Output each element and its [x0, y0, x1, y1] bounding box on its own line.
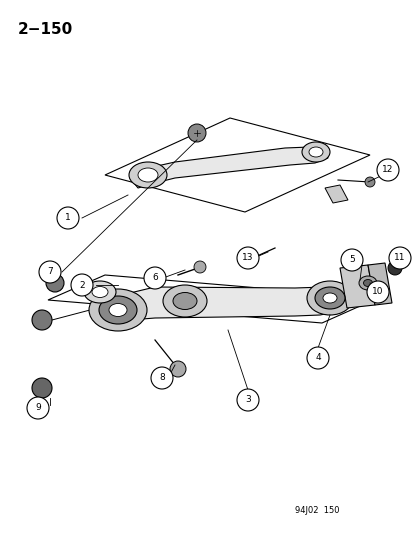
Circle shape [376, 159, 398, 181]
Polygon shape [324, 185, 347, 203]
Polygon shape [367, 263, 391, 305]
Text: 4: 4 [314, 353, 320, 362]
Text: 94J02  150: 94J02 150 [294, 506, 339, 515]
Text: 2: 2 [79, 280, 85, 289]
Text: 8: 8 [159, 374, 164, 383]
Ellipse shape [301, 142, 329, 162]
Ellipse shape [109, 303, 127, 317]
Text: 5: 5 [348, 255, 354, 264]
Circle shape [32, 310, 52, 330]
Polygon shape [339, 265, 374, 308]
Ellipse shape [129, 162, 166, 188]
Circle shape [170, 361, 185, 377]
Ellipse shape [138, 168, 158, 182]
Text: 1: 1 [65, 214, 71, 222]
Circle shape [144, 267, 166, 289]
Ellipse shape [84, 281, 116, 303]
Ellipse shape [308, 147, 322, 157]
Circle shape [387, 261, 401, 275]
Text: 6: 6 [152, 273, 157, 282]
Ellipse shape [173, 293, 197, 310]
Circle shape [366, 281, 388, 303]
Ellipse shape [306, 281, 352, 315]
Text: 7: 7 [47, 268, 53, 277]
Polygon shape [95, 287, 351, 325]
Circle shape [245, 252, 257, 264]
Text: 2−150: 2−150 [18, 22, 73, 37]
Text: 12: 12 [381, 166, 393, 174]
Text: 3: 3 [244, 395, 250, 405]
Text: 11: 11 [393, 254, 405, 262]
Circle shape [364, 177, 374, 187]
Circle shape [188, 124, 206, 142]
Circle shape [46, 274, 64, 292]
Circle shape [151, 367, 173, 389]
Circle shape [71, 274, 93, 296]
Circle shape [194, 261, 206, 273]
Text: 13: 13 [242, 254, 253, 262]
Ellipse shape [322, 293, 336, 303]
Circle shape [39, 261, 61, 283]
Circle shape [306, 347, 328, 369]
Circle shape [57, 207, 79, 229]
Circle shape [340, 249, 362, 271]
Ellipse shape [363, 279, 372, 287]
Circle shape [27, 397, 49, 419]
Circle shape [388, 247, 410, 269]
Text: 9: 9 [35, 403, 41, 413]
Ellipse shape [163, 285, 206, 317]
Text: 10: 10 [371, 287, 383, 296]
Circle shape [236, 389, 259, 411]
Circle shape [236, 247, 259, 269]
Ellipse shape [92, 287, 108, 297]
Circle shape [32, 378, 52, 398]
Ellipse shape [314, 287, 344, 309]
Polygon shape [130, 147, 327, 188]
Ellipse shape [358, 276, 376, 290]
Ellipse shape [89, 289, 147, 331]
Ellipse shape [99, 296, 137, 324]
